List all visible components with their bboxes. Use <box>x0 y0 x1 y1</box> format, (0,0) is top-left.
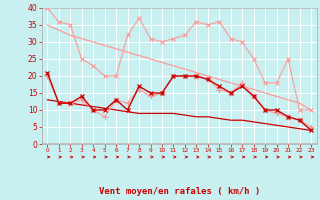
Text: Vent moyen/en rafales ( km/h ): Vent moyen/en rafales ( km/h ) <box>99 187 260 196</box>
